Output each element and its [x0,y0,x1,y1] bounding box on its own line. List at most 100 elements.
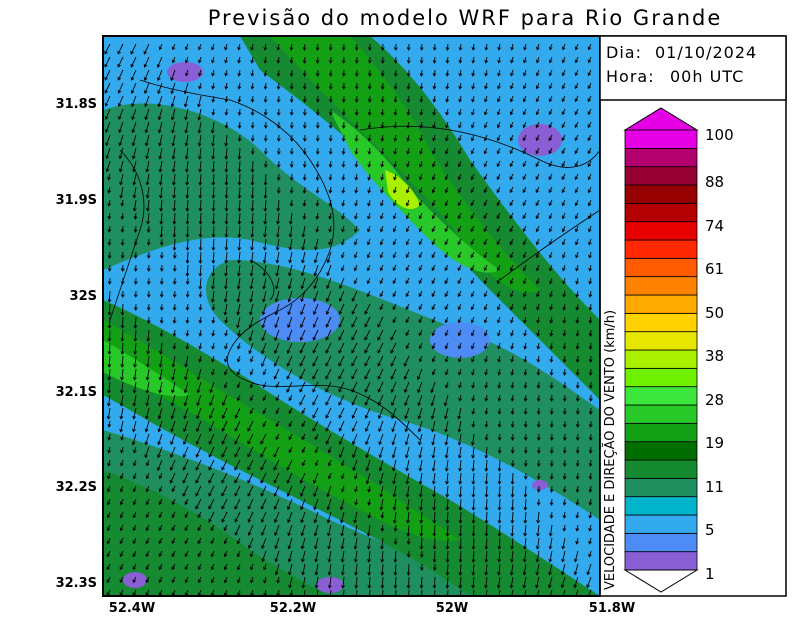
wind-arrow [588,199,592,206]
wind-arrow [563,498,566,506]
wind-arrow-head [131,103,135,108]
wind-arrow-head [458,85,463,90]
wind-arrow-head [275,410,280,415]
wind-arrow-head [432,111,437,116]
wind-arrow [406,160,410,167]
wind-arrow-head [419,554,424,558]
wind-arrow-head [184,553,189,558]
wind-arrow [563,290,566,297]
wind-arrow-head [549,306,554,311]
wind-arrow [300,472,306,484]
wind-arrow [224,342,228,349]
wind-arrow-head [184,501,189,506]
info-box [599,35,787,101]
wind-arrow [312,381,319,393]
wind-arrow [299,381,306,393]
wind-arrow [588,238,592,245]
wind-arrow-head [120,462,124,467]
wind-arrow-head [367,99,372,103]
wind-arrow [420,95,423,102]
wind-arrow-head [431,176,436,181]
wind-arrow [237,329,241,336]
wind-arrow-head [562,424,567,428]
wind-arrow-head [431,371,436,376]
wind-arrow [459,511,462,524]
wind-arrow-head [326,285,330,290]
wind-arrow [377,368,384,380]
wind-arrow-head [510,384,515,389]
wind-arrow [367,199,371,206]
wind-arrow-head [224,46,228,51]
wind-arrow [260,498,267,510]
wind-arrow-head [549,450,554,454]
wind-arrow [171,82,176,94]
wind-arrow [144,69,150,81]
wind-arrow-head [198,247,203,251]
wind-arrow-head [390,336,394,341]
wind-arrow-head [171,501,176,506]
wind-arrow-head [132,194,137,199]
wind-arrow-head [366,293,371,298]
wind-arrow [237,368,241,375]
wind-arrow [535,186,540,193]
wind-arrow [367,238,371,245]
wind-arrow [300,498,306,510]
wind-arrow [432,186,436,193]
wind-arrow [562,225,566,232]
wind-arrow-head [315,164,320,168]
wind-arrow-head [574,163,579,168]
wind-arrow [394,108,397,115]
wind-arrow-head [509,202,514,207]
wind-arrow-head [107,325,112,329]
wind-arrow [147,342,150,354]
wind-arrow-head [535,163,540,168]
wind-arrow [158,121,163,133]
wind-arrow [536,537,540,549]
wind-arrow-head [445,98,450,103]
wind-arrow-head [484,494,489,498]
wind-arrow [510,56,514,63]
wind-arrow-head [341,99,346,103]
wind-arrow [248,537,254,549]
wind-arrow [199,225,202,238]
wind-arrow [590,342,592,350]
wind-arrow-head [418,202,423,207]
wind-arrow [275,550,280,562]
wind-arrow [197,550,202,557]
wind-arrow [511,472,514,485]
wind-arrow-head [366,532,371,537]
wind-arrow [406,186,410,193]
wind-arrow-head [523,507,528,511]
wind-arrow [459,95,462,102]
colorbar-swatch [624,147,698,168]
wind-arrow-head [237,345,241,350]
wind-arrow-head [419,124,424,129]
wind-arrow [234,459,241,471]
wind-arrow [561,173,566,180]
wind-arrow [186,160,189,172]
wind-arrow-head [132,501,137,506]
wind-arrow-head [276,177,281,181]
wind-arrow [275,407,280,414]
wind-arrow [536,225,540,232]
wind-arrow-head [378,467,383,472]
wind-arrow-head [106,514,111,519]
colorbar-swatch [624,331,698,351]
wind-arrow [197,381,202,393]
wind-arrow [497,121,501,128]
wind-arrow-head [158,402,162,407]
wind-arrow-head [432,494,436,498]
wind-arrow-head [328,151,333,155]
wind-arrow [446,511,449,524]
wind-arrow-head [380,150,385,155]
wind-arrow [510,82,514,89]
wind-arrow-head [509,189,514,194]
colorbar-swatch [624,459,698,479]
wind-arrow [511,43,514,50]
wind-arrow-head [340,462,345,467]
wind-arrow [265,108,267,116]
wind-arrow-head [496,176,501,181]
wind-arrow-head [312,311,317,316]
wind-arrow [510,277,514,284]
wind-arrow-head [340,558,345,563]
